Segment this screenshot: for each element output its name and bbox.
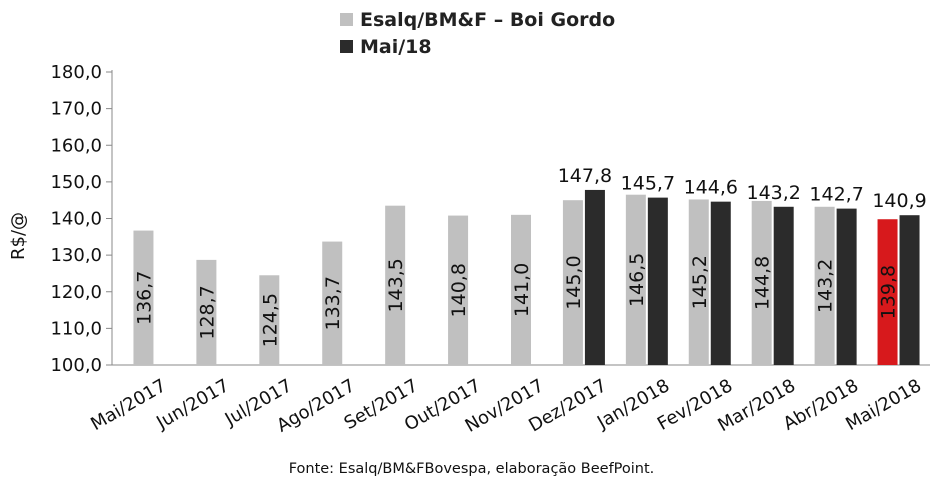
y-tick-label: 130,0	[50, 245, 102, 266]
bar-label-series-1: 145,0	[563, 255, 585, 309]
bar-label-series-1: 124,5	[259, 293, 281, 347]
bar-series-1	[259, 275, 280, 365]
legend-label-series-2: Mai/18	[360, 35, 432, 58]
bar-series-2	[584, 189, 605, 365]
bar-label-series-1: 144,8	[752, 256, 774, 310]
y-tick-label: 140,0	[50, 209, 102, 230]
legend-swatch-series-2	[340, 40, 353, 53]
bar-label-series-1: 143,2	[815, 259, 837, 313]
legend-swatch-series-1	[340, 13, 353, 26]
bar-label-series-1: 128,7	[196, 285, 218, 339]
bar-series-1	[751, 200, 772, 365]
y-tick-label: 150,0	[50, 172, 102, 193]
y-tick-label: 100,0	[50, 355, 102, 376]
y-tick-label: 120,0	[50, 282, 102, 303]
bar-label-series-1: 133,7	[322, 276, 344, 330]
bar-series-2	[836, 208, 857, 365]
bar-label-series-2: 142,7	[809, 184, 863, 206]
y-axis-label: R$/@	[8, 212, 29, 260]
bar-series-2	[647, 197, 668, 365]
bar-series-2	[773, 206, 794, 365]
bar-label-series-2: 144,6	[684, 177, 738, 199]
bar-series-1	[511, 214, 531, 365]
value-labels: 136,7 128,7 124,5 133,7 143,5 140,8 141,0 145,0…	[133, 165, 926, 347]
bar-label-series-2: 145,7	[621, 173, 675, 195]
bar-label-series-2: 140,9	[872, 190, 926, 212]
legend-item-series-1: Esalq/BM&F – Boi Gordo	[340, 6, 615, 33]
bars	[133, 189, 920, 365]
bar-label-series-1: 136,7	[133, 271, 155, 325]
bar-series-1	[877, 219, 898, 365]
bar-series-1	[322, 241, 343, 365]
bar-label-series-1: 141,0	[511, 263, 533, 317]
y-tick-label: 170,0	[50, 99, 102, 120]
bar-series-1	[562, 200, 583, 365]
bar-series-1	[688, 199, 709, 365]
bar-label-series-1: 146,5	[626, 253, 648, 307]
bar-label-series-1: 145,2	[689, 255, 711, 309]
bar-label-series-1: 143,5	[385, 258, 407, 312]
bar-series-1	[133, 230, 154, 365]
bar-series-1	[196, 259, 217, 365]
bar-series-1	[625, 194, 646, 365]
y-tick-label: 160,0	[50, 135, 102, 156]
x-tick-label: Mai/2017	[87, 375, 170, 435]
bar-series-1	[448, 215, 469, 365]
bar-label-series-1: 139,8	[878, 265, 900, 319]
y-tick-label: 180,0	[50, 62, 102, 83]
source-note: Fonte: Esalq/BM&FBovespa, elaboração Bee…	[288, 461, 655, 477]
bar-label-series-2: 147,8	[558, 165, 612, 187]
y-tick-label: 110,0	[50, 318, 102, 339]
legend: Esalq/BM&F – Boi Gordo Mai/18	[340, 6, 615, 60]
legend-item-series-2: Mai/18	[340, 33, 615, 60]
bar-series-1	[385, 205, 406, 365]
x-axis: Mai/2017Jun/2017Jul/2017Ago/2017Set/2017…	[87, 364, 930, 437]
bar-series-1	[814, 206, 835, 365]
bar-label-series-2: 143,2	[746, 182, 800, 204]
bar-series-2	[710, 201, 731, 365]
y-axis: 100,0 110,0 120,0 130,0 140,0 150,0 160,0 170,0…	[50, 62, 113, 376]
legend-label-series-1: Esalq/BM&F – Boi Gordo	[360, 8, 616, 31]
bar-series-2	[899, 215, 920, 365]
bar-label-series-1: 140,8	[448, 263, 470, 317]
